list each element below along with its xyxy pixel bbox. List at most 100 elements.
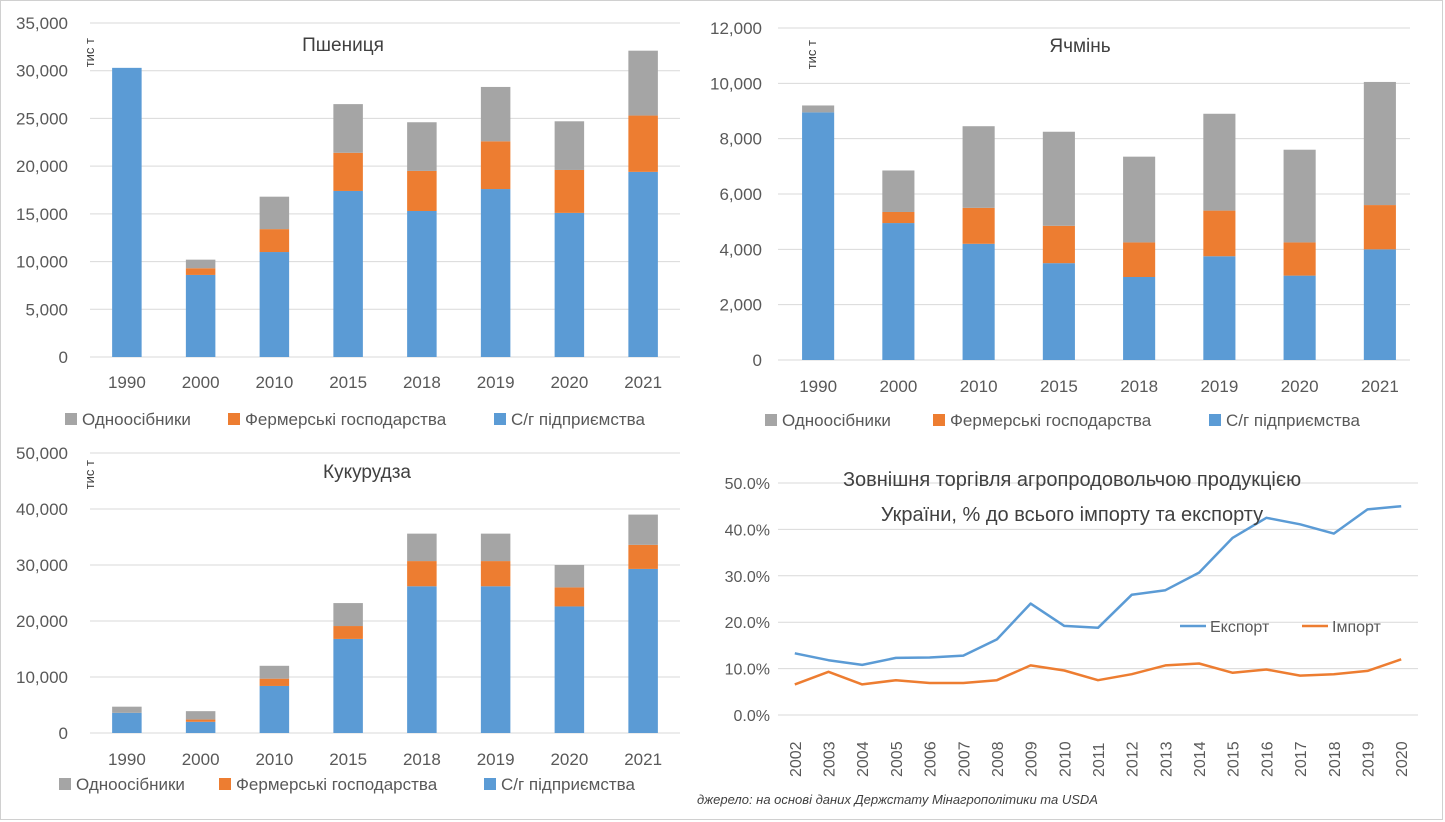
legend-swatch [1209,414,1221,426]
bar-2019-s1 [480,561,511,587]
bar-1990-s2 [802,105,835,113]
bar-2021-s2 [628,50,658,116]
x-tick-label: 1990 [108,750,146,769]
x-tick-label: 2000 [879,377,917,396]
y-tick-label: 15,000 [16,205,68,224]
legend-swatch [228,413,240,425]
legend-label: Фермерські господарства [245,410,447,429]
x-tick-label: 2016 [1259,741,1276,777]
legend-label: С/г підприємства [501,775,635,794]
bar-2020-s2 [1283,149,1316,243]
bar-2019-s1 [1203,210,1236,257]
bar-2010-s2 [962,126,995,208]
x-tick-label: 2019 [1200,377,1238,396]
bar-1990-s0 [802,112,835,360]
bar-2015-s1 [1042,225,1075,264]
legend-swatch [494,413,506,425]
legend-label: С/г підприємства [511,410,645,429]
bar-1990-s0 [112,712,142,733]
bar-2020-s0 [554,212,585,357]
x-tick-label: 2015 [329,750,367,769]
x-tick-label: 1990 [108,373,146,392]
bar-2000-s1 [185,719,216,722]
bar-2010-s1 [259,229,290,253]
x-tick-label: 2010 [255,373,293,392]
x-tick-label: 2021 [1361,377,1399,396]
x-tick-label: 2008 [990,741,1007,777]
y-tick-label: 40,000 [16,500,68,519]
bar-2021-s0 [628,171,658,357]
bar-2021-s1 [1363,205,1396,250]
x-tick-label: 2020 [1394,741,1411,777]
bar-2020-s0 [1283,275,1316,360]
x-tick-label: 2020 [1281,377,1319,396]
y-tick-label: 10,000 [16,668,68,687]
x-tick-label: 2015 [1226,741,1243,777]
x-tick-label: 2013 [1158,741,1175,777]
x-tick-label: 2018 [403,750,441,769]
bar-2018-s2 [1123,156,1156,243]
x-tick-label: 2010 [1057,741,1074,777]
x-tick-label: 2020 [550,750,588,769]
bar-2020-s1 [554,587,585,607]
bar-2018-s2 [407,122,437,171]
x-tick-label: 2010 [960,377,998,396]
bar-2015-s1 [333,626,363,639]
legend-label: Одноосібники [76,775,185,794]
x-tick-label: 2011 [1091,742,1108,777]
bar-2019-s2 [480,533,511,562]
bar-2020-s1 [1283,242,1316,276]
chart-title: Ячмінь [1049,36,1110,57]
legend-label: Експорт [1210,619,1270,636]
bar-2010-s0 [259,252,290,357]
bar-2010-s0 [259,685,290,733]
bar-2015-s0 [333,638,363,733]
legend-swatch [933,414,945,426]
bar-2000-s2 [185,259,216,269]
chart-title-line-1: Зовнішня торгівля агропродовольчою проду… [843,469,1301,491]
bar-2010-s2 [259,665,290,679]
y-tick-label: 35,000 [16,14,68,33]
y-tick-label: 50,000 [16,444,68,463]
bar-2021-s2 [628,514,658,545]
chart-title: Пшениця [302,35,384,56]
y-tick-label: 0.0% [734,708,770,725]
bar-2021-s0 [628,568,658,733]
legend-label: Одноосібники [82,410,191,429]
y-tick-label: 12,000 [710,19,762,38]
legend-label: Фермерські господарства [950,411,1152,430]
x-tick-label: 2019 [1360,741,1377,777]
legend-label: Одноосібники [782,411,891,430]
y-tick-label: 6,000 [719,185,762,204]
legend-label: Імпорт [1332,619,1382,636]
y-tick-label: 10,000 [16,253,68,272]
bar-2021-s0 [1363,249,1396,360]
x-tick-label: 2004 [855,741,872,777]
y-tick-label: 20.0% [725,615,770,632]
bar-2018-s1 [407,561,437,587]
bar-1990-s0 [112,67,142,357]
x-tick-label: 2019 [477,750,515,769]
y-tick-label: 2,000 [719,296,762,315]
y-axis-label: тис т [82,460,97,489]
bar-2010-s2 [259,196,290,230]
y-tick-label: 40.0% [725,522,770,539]
bar-2000-s1 [882,211,915,224]
wheat-chart: 0 5,000 10,000 15,000 20,000 25,000 30,000 35,0… [16,14,680,429]
x-tick-label: 2019 [477,373,515,392]
bar-2018-s0 [407,586,437,733]
x-tick-label: 2018 [1327,741,1344,777]
bar-2019-s0 [1203,256,1236,360]
bar-2015-s2 [1042,131,1075,226]
bar-2000-s2 [882,170,915,212]
y-axis-label: тис т [804,40,819,69]
x-tick-label: 2014 [1192,741,1209,777]
x-tick-label: 2017 [1293,741,1310,777]
y-tick-label: 30,000 [16,62,68,81]
series-line-import [794,658,1402,686]
bar-2021-s1 [628,115,658,172]
legend-swatch [219,778,231,790]
bar-2018-s0 [407,210,437,357]
bar-2019-s1 [480,141,511,190]
